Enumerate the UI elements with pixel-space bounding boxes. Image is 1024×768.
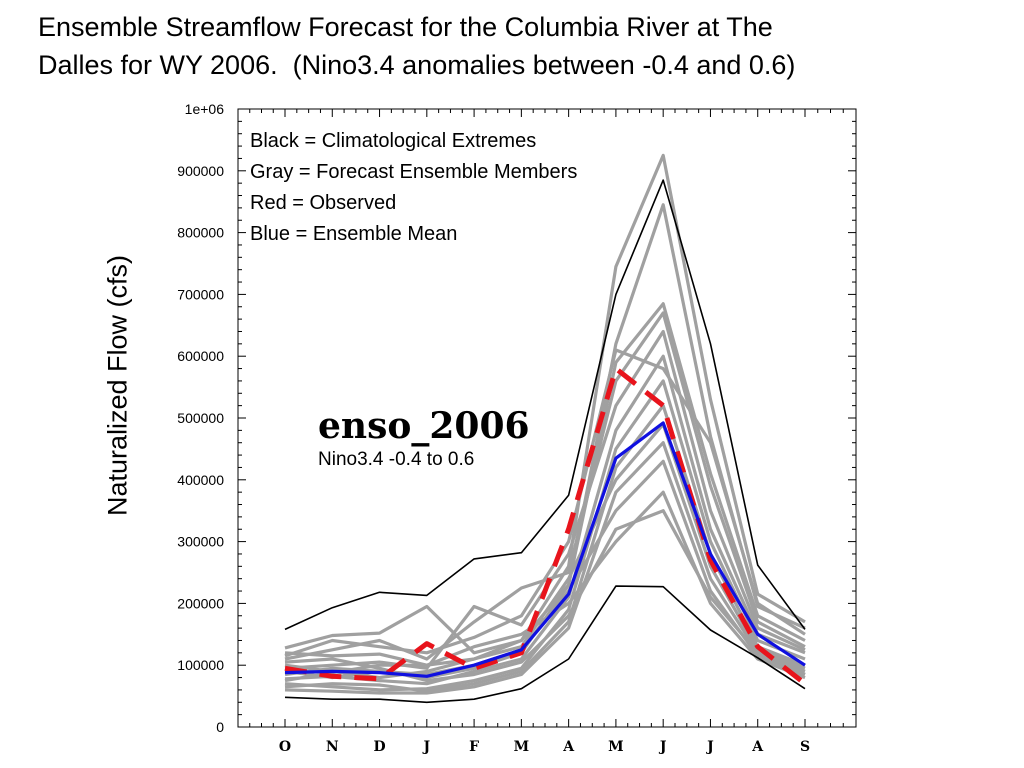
chart-title-line-1: Ensemble Streamflow Forecast for the Col…: [38, 12, 773, 42]
annotation-sub: Nino3.4 -0.4 to 0.6: [318, 449, 474, 470]
y-tick-label: 900000: [177, 163, 224, 179]
x-tick-label: J: [422, 739, 431, 755]
legend-entry: Blue = Ensemble Mean: [250, 223, 457, 245]
x-tick-label: D: [373, 739, 385, 755]
axes-layer: 0 100000 200000 300000 400000 500000 600000 700…: [177, 101, 857, 755]
x-tick-label: O: [279, 739, 291, 755]
legend-entry: Gray = Forecast Ensemble Members: [250, 161, 577, 183]
y-tick-label: 1e+06: [185, 101, 225, 117]
legend-entry: Black = Climatological Extremes: [250, 130, 536, 152]
series-layer: [284, 153, 807, 704]
y-tick-label: 100000: [177, 657, 224, 673]
x-tick-label: S: [800, 739, 810, 755]
y-tick-label: 200000: [177, 595, 224, 611]
y-tick-label: 800000: [177, 225, 224, 241]
x-tick-label: J: [705, 739, 714, 755]
x-tick-label: A: [751, 739, 764, 755]
x-tick-label: F: [469, 739, 479, 755]
x-tick-label: N: [326, 739, 339, 755]
ensemble-mean-line: [284, 421, 806, 678]
ensemble-member-line: [284, 441, 806, 695]
ensemble-member-line: [284, 153, 806, 667]
annotation-layer: Black = Climatological Extremes Gray = Fo…: [250, 130, 577, 470]
x-tick-label: M: [514, 739, 530, 755]
chart-title: Ensemble Streamflow Forecast for the Col…: [38, 8, 1008, 84]
ensemble-member-line: [284, 509, 806, 683]
x-tick-label: A: [562, 739, 575, 755]
legend-entry: Red = Observed: [250, 192, 396, 214]
climatological-extreme-line: [284, 179, 806, 631]
y-tick-label: 300000: [177, 534, 224, 550]
y-tick-label: 700000: [177, 286, 224, 302]
ensemble-member-line: [284, 348, 806, 658]
chart-title-line-2: Dalles for WY 2006. (Nino3.4 anomalies b…: [38, 50, 796, 80]
y-tick-label: 0: [216, 719, 224, 735]
climatological-extreme-line: [284, 585, 806, 704]
y-tick-label: 400000: [177, 472, 224, 488]
x-tick-label: M: [608, 739, 624, 755]
x-tick-label: J: [658, 739, 667, 755]
y-tick-label: 600000: [177, 348, 224, 364]
annotation-main: enso_2006: [318, 405, 530, 447]
observed-line: [284, 366, 807, 686]
y-tick-label: 500000: [177, 410, 224, 426]
